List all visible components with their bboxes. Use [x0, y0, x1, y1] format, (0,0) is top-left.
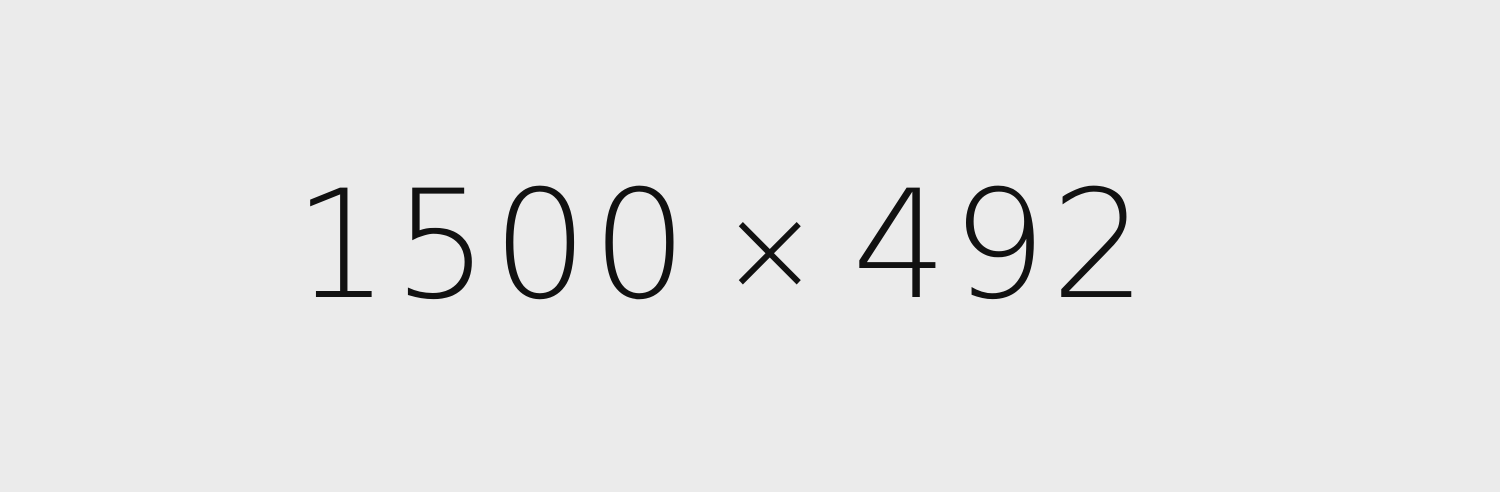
height-value: 492 — [851, 159, 1151, 333]
times-icon: × — [719, 181, 824, 320]
width-value: 1500 — [293, 159, 692, 333]
dimension-label: 1500 × 492 — [294, 171, 1151, 321]
